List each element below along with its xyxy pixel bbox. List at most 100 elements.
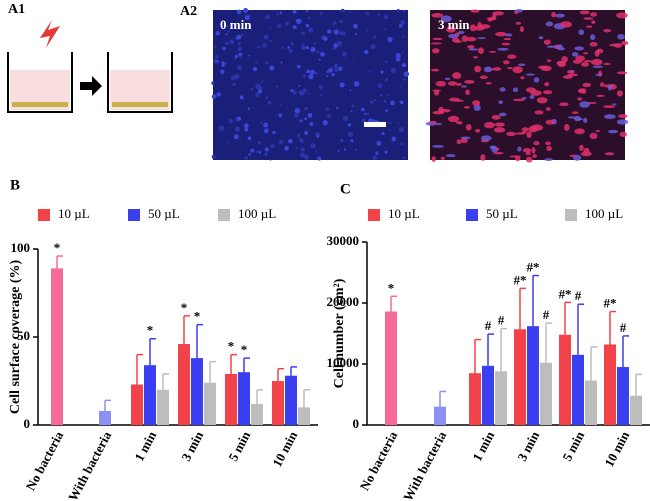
cell xyxy=(493,151,504,155)
cell xyxy=(391,136,397,142)
cell xyxy=(491,145,497,150)
x-tick-label: With bacteria xyxy=(400,428,449,501)
cell xyxy=(397,122,400,125)
cell xyxy=(612,103,617,106)
bar xyxy=(131,384,143,425)
cell xyxy=(475,128,481,133)
cell xyxy=(555,13,565,18)
x-tick-label: 1 min xyxy=(131,428,159,463)
bar xyxy=(144,365,156,425)
cell xyxy=(396,8,400,12)
cell xyxy=(351,104,355,108)
significance-label: #* xyxy=(559,286,572,301)
cell xyxy=(326,75,329,78)
x-tick-label: With bacteria xyxy=(65,428,114,501)
cell xyxy=(621,40,629,46)
cell xyxy=(452,72,462,80)
cell xyxy=(472,100,481,106)
legend-label: 100 µL xyxy=(585,206,623,221)
cell xyxy=(477,47,485,54)
cell xyxy=(333,43,339,48)
x-tick-label: No bacteria xyxy=(23,428,67,493)
cell xyxy=(526,131,532,138)
cell xyxy=(234,126,240,132)
cell xyxy=(307,93,310,96)
cell xyxy=(455,121,462,124)
cell xyxy=(255,61,258,64)
cell xyxy=(295,19,298,22)
cell xyxy=(320,94,323,97)
significance-label: # xyxy=(498,313,505,328)
cell xyxy=(390,100,395,106)
cell xyxy=(288,138,293,144)
bar xyxy=(99,410,111,425)
cell xyxy=(491,114,501,120)
cell xyxy=(305,23,310,28)
cell xyxy=(434,90,440,96)
cell xyxy=(614,43,623,48)
cell xyxy=(242,98,245,101)
cell xyxy=(250,148,255,153)
cell xyxy=(449,97,460,102)
x-tick-label: 3 min xyxy=(178,428,206,463)
cell xyxy=(263,128,269,134)
panel-label: A2 xyxy=(180,4,197,19)
significance-label: #* xyxy=(604,296,617,311)
cell xyxy=(294,112,299,118)
cell xyxy=(604,152,615,156)
cell xyxy=(296,64,301,69)
bar xyxy=(495,371,507,425)
cell xyxy=(402,35,405,38)
cell xyxy=(298,85,301,87)
cell xyxy=(240,33,244,37)
cell xyxy=(473,56,479,59)
y-tick-label: 30000 xyxy=(327,233,360,248)
significance-label: # xyxy=(620,320,627,335)
cell xyxy=(395,52,401,59)
bar xyxy=(225,373,237,425)
cell xyxy=(478,24,491,29)
cell xyxy=(374,99,376,101)
cell xyxy=(514,132,526,135)
cell xyxy=(336,107,339,110)
cell xyxy=(355,148,357,151)
cell xyxy=(540,65,552,72)
cell xyxy=(560,21,572,28)
cell xyxy=(431,13,444,18)
cell xyxy=(595,129,601,133)
legend-label: 10 µL xyxy=(58,206,90,221)
cell xyxy=(267,101,272,105)
cell xyxy=(608,129,619,134)
cell xyxy=(390,68,396,73)
cell xyxy=(495,147,500,151)
cell xyxy=(247,136,252,141)
cell xyxy=(339,19,343,24)
cell xyxy=(215,59,218,63)
cell xyxy=(220,69,225,75)
cell xyxy=(375,151,379,155)
cell xyxy=(236,9,242,15)
cell xyxy=(383,28,386,31)
cell xyxy=(305,45,310,50)
cell xyxy=(300,147,305,152)
cell xyxy=(469,24,477,32)
cell xyxy=(347,131,354,138)
cell xyxy=(337,66,343,72)
cell xyxy=(260,81,263,84)
cell xyxy=(617,33,625,40)
cell xyxy=(590,58,603,66)
cell xyxy=(607,84,612,91)
cell xyxy=(400,142,404,146)
cell xyxy=(258,151,262,154)
cell xyxy=(290,89,294,93)
cell xyxy=(492,11,504,16)
bar xyxy=(51,268,63,425)
cell xyxy=(310,69,315,75)
bar xyxy=(298,407,310,425)
cell xyxy=(353,23,358,29)
y-axis-label: Cell surface coverage (%) xyxy=(8,260,23,415)
cell xyxy=(363,112,367,116)
cell xyxy=(452,37,460,43)
cell xyxy=(573,154,582,161)
